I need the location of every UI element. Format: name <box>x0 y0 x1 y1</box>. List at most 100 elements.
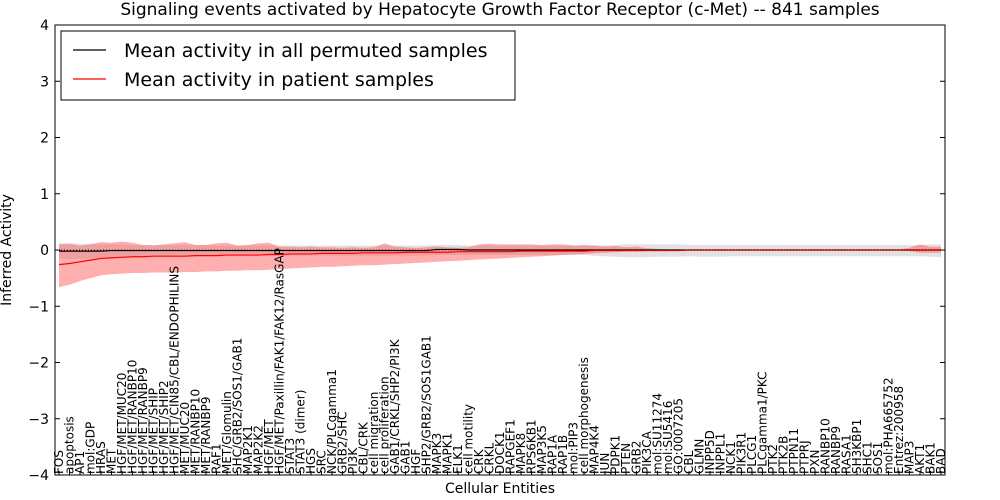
y-tick-label: 1 <box>40 187 49 203</box>
x-tick-label: Entrez:200958 <box>892 386 906 474</box>
x-tick-label: SRC <box>315 450 329 474</box>
x-tick-label: NCK/PLCgamma1 <box>325 369 339 474</box>
y-axis-title: Inferred Activity <box>0 194 15 306</box>
x-tick-label: INPP5D <box>703 430 717 474</box>
band-patient <box>59 241 941 288</box>
x-tick-label: PTK2B <box>777 436 791 474</box>
x-tick-label: SH3KBP1 <box>850 419 864 474</box>
y-tick-label: 2 <box>40 131 49 147</box>
x-tick-label: RPS6KB1 <box>525 419 539 474</box>
x-tick-label: INPPL1 <box>714 433 728 474</box>
y-tick-label: −2 <box>28 356 49 372</box>
x-axis-title: Cellular Entities <box>445 481 555 497</box>
x-tick-label: cell proliferation <box>378 376 392 474</box>
x-tick-label: HGF/MET/SHIP2 <box>157 380 171 474</box>
x-tick-label: GRB2/SHC <box>336 411 350 474</box>
x-tick-label: HGF/MET/MUC20 <box>115 373 129 474</box>
x-tick-label: MAPK1 <box>441 433 455 474</box>
x-tick-label: STAT3 <box>283 438 297 474</box>
y-tick-label: 0 <box>40 243 49 259</box>
x-tick-label: SHC/GRB2/SOS1/GAB1 <box>231 338 245 474</box>
x-tick-label: HGF/MET/Paxillin/FAK1/FAK12/RasGAP <box>273 248 287 474</box>
y-tick-label: −4 <box>28 468 49 484</box>
x-tick-label: HGF/MET/RANBP9 <box>136 367 150 474</box>
x-tick-label: PTPN11 <box>787 428 801 474</box>
x-tick-label: PTK2 <box>766 444 780 474</box>
legend-entry-permuted: Mean activity in all permuted samples <box>124 40 487 62</box>
y-axis-ticks: −4 −3 −2 −1 0 1 2 3 4 <box>28 18 945 484</box>
x-tick-label: PTPRJ <box>798 440 812 474</box>
x-tick-label: ELK1 <box>451 444 465 474</box>
x-tick-label: mol:PHA665752 <box>882 377 896 474</box>
x-tick-label: AKT1 <box>913 444 927 474</box>
x-tick-label: MET <box>105 448 119 474</box>
x-tick-label: MET/MUC20 <box>178 402 192 474</box>
x-tick-label: cell motility <box>462 404 476 474</box>
x-tick-label: SHC1 <box>861 441 875 474</box>
x-tick-label: HGF/MET <box>262 419 276 474</box>
x-tick-label: SHP2/GRB2/SOS1GAB1 <box>420 335 434 474</box>
x-tick-label: RASA1 <box>840 434 854 474</box>
x-tick-label: apoptosis <box>63 416 77 474</box>
x-tick-label: JUN <box>598 453 612 475</box>
x-tick-label: CRKL <box>483 442 497 474</box>
x-tick-label: AP1 <box>73 451 87 474</box>
y-tick-label: −1 <box>28 299 49 315</box>
x-tick-label: NCK1 <box>724 441 738 474</box>
x-tick-label: cell morphogenesis <box>577 357 591 474</box>
x-tick-label: MAP3 <box>903 441 917 474</box>
x-tick-label: PI3K <box>346 447 360 474</box>
x-tick-label: MET/RANBP9 <box>199 397 213 474</box>
x-tick-label: HGF/MET/SHIP <box>147 388 161 474</box>
x-tick-label: GO:0007205 <box>672 398 686 474</box>
x-tick-label: cell migration <box>367 392 381 474</box>
x-tick-label: RANBP9 <box>829 426 843 474</box>
x-tick-label: MET/Glomulin <box>220 391 234 474</box>
x-tick-label: PTEN <box>619 443 633 474</box>
y-tick-label: −3 <box>28 412 49 428</box>
y-tick-label: 4 <box>40 18 49 34</box>
x-tick-label: CBL <box>682 450 696 474</box>
x-tick-label: HGF/MET/RANBP10 <box>126 360 140 474</box>
x-tick-label: mol:SU5416 <box>661 401 675 474</box>
x-tick-label: HGS <box>304 448 318 474</box>
x-tick-label: PIK3R1 <box>735 432 749 474</box>
x-tick-label: CRK <box>472 448 486 474</box>
x-tick-label: PDPK1 <box>609 435 623 474</box>
x-tick-label: MAP2K2 <box>252 425 266 474</box>
x-tick-label: HGF/MET/CIN85/CBL/ENDOPHILINS <box>168 266 182 474</box>
x-tick-label: STAT3 (dimer) <box>294 390 308 474</box>
x-tick-label: RANBP10 <box>819 418 833 474</box>
legend-box <box>60 30 516 101</box>
chart-title: Signaling events activated by Hepatocyte… <box>120 0 879 20</box>
x-tick-label: RAPGEF1 <box>504 419 518 474</box>
x-tick-label: MAPK8 <box>514 433 528 474</box>
x-tick-label: GAB1/CRKL/SHP2/PI3K <box>388 338 402 474</box>
x-tick-label: CBL/CRK <box>357 421 371 474</box>
x-tick-label: RAF1 <box>210 443 224 474</box>
x-tick-label: PLCG1 <box>745 435 759 474</box>
x-tick-label: GAB1 <box>399 441 413 474</box>
x-tick-label: mol:GDP <box>84 422 98 474</box>
x-tick-label: SOS1 <box>871 442 885 474</box>
x-tick-label: MAP2K1 <box>241 425 255 474</box>
x-tick-label: BAK1 <box>924 442 938 474</box>
x-tick-label: mol:PIP3 <box>567 422 581 474</box>
x-tick-label: RAP1A <box>546 434 560 474</box>
x-tick-label: PXN <box>808 450 822 474</box>
x-tick-label: MAP4K4 <box>588 425 602 474</box>
x-tick-label: MAPK3 <box>430 433 444 474</box>
x-tick-label: PIK3CA <box>640 430 654 474</box>
x-tick-label: HRAS <box>94 441 108 474</box>
y-tick-label: 3 <box>40 74 49 90</box>
x-tick-label: mol:SU11274 <box>651 393 665 474</box>
x-tick-label: HGF <box>409 449 423 474</box>
x-tick-label: BAD <box>934 448 948 474</box>
x-tick-labels: FOSapoptosisAP1mol:GDPHRASMETHGF/MET/MUC… <box>52 248 948 475</box>
x-tick-label: GLMN <box>693 439 707 474</box>
x-tick-label: MET/RANBP10 <box>189 389 203 474</box>
legend: Mean activity in all permuted samples Me… <box>60 30 516 101</box>
legend-entry-patient: Mean activity in patient samples <box>124 69 434 91</box>
x-tick-label: MAP3K5 <box>535 425 549 474</box>
